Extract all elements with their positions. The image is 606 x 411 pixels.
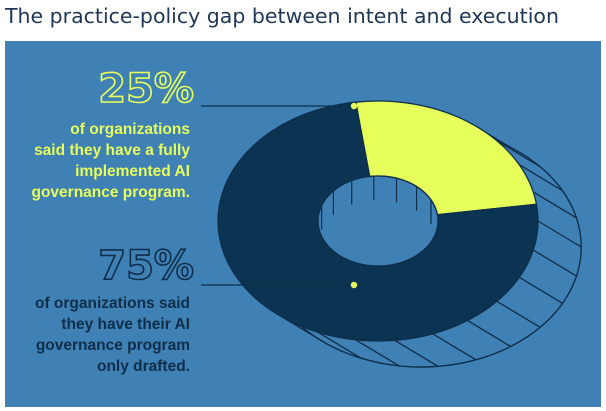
caption-drafted: of organizations said they have their AI… [35, 293, 190, 377]
rim-rib [317, 331, 362, 359]
caption-implemented: of organizations said they have a fully … [32, 119, 191, 203]
leader-lines [201, 102, 358, 289]
caption-drafted-line: governance program [35, 337, 190, 354]
rim-rib [496, 140, 541, 168]
leader-dot [350, 102, 358, 110]
rim-rib [467, 319, 512, 348]
caption-drafted-line: only drafted. [96, 358, 190, 375]
rim-rib [355, 339, 400, 367]
rim-rib [432, 333, 477, 361]
caption-implemented-line: implemented AI [75, 163, 190, 180]
rim-rib [496, 300, 541, 328]
caption-implemented-line: said they have a fully [34, 142, 190, 159]
rim-rib [394, 339, 439, 367]
caption-implemented-line: governance program. [31, 184, 191, 201]
donut-chart: 25% 75% [97, 65, 582, 368]
rim-rib [532, 249, 577, 277]
page-title: The practice-policy gap between intent a… [5, 4, 559, 28]
rim-rib [518, 276, 563, 304]
rim-rib [532, 191, 577, 219]
hole-top [317, 175, 439, 267]
slice-label-implemented: 25% [98, 66, 194, 112]
leader-dot [350, 281, 358, 289]
donut-hole-wall [317, 175, 439, 267]
rim-rib [537, 220, 582, 248]
caption-implemented-line: of organizations [70, 121, 190, 138]
slice-label-drafted: 75% [98, 243, 194, 289]
chart-panel: 25% 75% of organizations said they have … [5, 41, 601, 407]
caption-drafted-line: they have their AI [61, 316, 190, 333]
rim-rib [518, 164, 563, 192]
caption-drafted-line: of organizations said [34, 295, 190, 312]
